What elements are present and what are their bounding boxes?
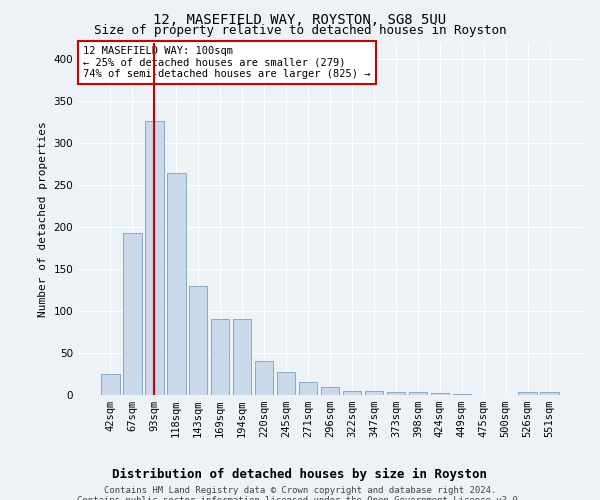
Bar — [299, 382, 317, 395]
Text: Distribution of detached houses by size in Royston: Distribution of detached houses by size … — [113, 468, 487, 480]
Y-axis label: Number of detached properties: Number of detached properties — [38, 121, 48, 316]
Bar — [518, 392, 537, 395]
Bar — [386, 392, 405, 395]
Bar — [145, 120, 164, 395]
Bar — [431, 394, 449, 395]
Text: Contains HM Land Registry data © Crown copyright and database right 2024.
Contai: Contains HM Land Registry data © Crown c… — [77, 486, 523, 500]
Bar — [452, 394, 471, 395]
Bar — [255, 362, 274, 395]
Bar — [123, 233, 142, 395]
Bar — [233, 320, 251, 395]
Bar — [211, 320, 229, 395]
Bar — [277, 372, 295, 395]
Bar — [189, 286, 208, 395]
Bar — [541, 392, 559, 395]
Bar — [365, 391, 383, 395]
Bar — [167, 172, 185, 395]
Bar — [101, 374, 119, 395]
Text: Size of property relative to detached houses in Royston: Size of property relative to detached ho… — [94, 24, 506, 37]
Text: 12 MASEFIELD WAY: 100sqm
← 25% of detached houses are smaller (279)
74% of semi-: 12 MASEFIELD WAY: 100sqm ← 25% of detach… — [83, 46, 371, 79]
Text: 12, MASEFIELD WAY, ROYSTON, SG8 5UU: 12, MASEFIELD WAY, ROYSTON, SG8 5UU — [154, 12, 446, 26]
Bar — [343, 391, 361, 395]
Bar — [409, 392, 427, 395]
Bar — [320, 386, 340, 395]
